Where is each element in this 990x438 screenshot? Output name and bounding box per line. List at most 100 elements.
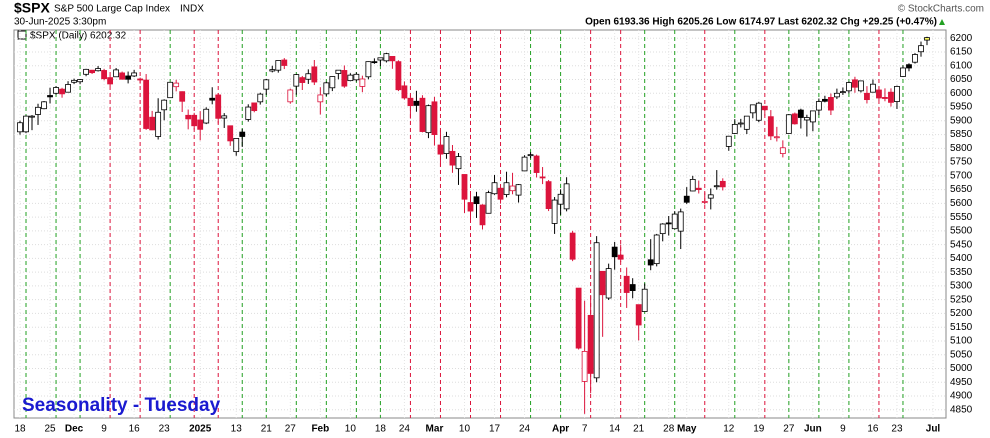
candle-body [779, 147, 786, 154]
candle-body [491, 182, 498, 195]
candle-body [581, 351, 588, 382]
candle-body [737, 122, 744, 125]
candle-body [557, 193, 564, 205]
quote: Open 6193.36 High 6205.26 Low 6174.97 La… [585, 17, 937, 28]
candle-body [665, 222, 672, 225]
x-tick-label: 27 [783, 424, 795, 435]
candle-body [383, 53, 390, 62]
y-tick-label: 6050 [950, 74, 973, 85]
candle-body [131, 72, 138, 77]
y-tick-label: 4950 [950, 377, 973, 388]
y-tick-label: 5400 [950, 253, 973, 264]
candle-body [809, 110, 816, 123]
y-tick-label: 6150 [950, 47, 973, 58]
candle-body [251, 102, 258, 112]
candle-body [263, 79, 270, 90]
candle-body [876, 89, 882, 99]
candle-body [215, 94, 222, 119]
y-tick-label: 5700 [950, 170, 973, 181]
candle-body [95, 68, 101, 72]
candle-body [149, 116, 156, 131]
copyright: © StockCharts.com [898, 4, 984, 15]
candle-body [353, 73, 360, 81]
candle-body [924, 37, 930, 41]
x-tick-label: 28 [663, 424, 675, 435]
x-tick-label: 24 [399, 424, 411, 435]
candle-body [41, 101, 47, 110]
x-tick-label: 18 [375, 424, 387, 435]
candle-body [641, 288, 648, 312]
candle-body [419, 97, 426, 132]
y-tick-label: 5150 [950, 322, 973, 333]
x-tick-label: 16 [867, 424, 879, 435]
candle-body [275, 60, 282, 71]
annotation: Seasonality - Tuesday [22, 395, 221, 416]
candle-body [701, 201, 708, 203]
candle-body [563, 183, 570, 210]
x-tick-label: 2025 [189, 424, 212, 435]
x-tick-label: May [677, 424, 697, 435]
candle-body [918, 45, 924, 53]
candle-body [623, 275, 630, 293]
candle-body [894, 86, 900, 102]
x-tick-label: 25 [44, 424, 56, 435]
x-tick-label: 19 [753, 424, 765, 435]
x-tick-label: 13 [231, 424, 243, 435]
candle-body [569, 232, 576, 260]
candle-body [840, 91, 846, 94]
candle-body [906, 64, 912, 69]
exchange: INDX [180, 4, 204, 15]
candle-body [155, 111, 162, 137]
y-tick-label: 5350 [950, 267, 973, 278]
candle-body [659, 223, 666, 235]
x-tick-label: 21 [633, 424, 645, 435]
candle-body [401, 85, 408, 99]
x-tick-label: 14 [609, 424, 621, 435]
candle-body [461, 174, 468, 200]
candle-body [359, 78, 366, 87]
candle-body [323, 82, 330, 95]
candle-body [827, 97, 834, 111]
y-tick-label: 5850 [950, 129, 973, 140]
candle-body [59, 88, 65, 95]
candle-body [671, 213, 678, 230]
candle-body [449, 150, 456, 166]
candle-body [437, 144, 444, 155]
candle-body [377, 57, 384, 61]
candle-body [575, 287, 582, 349]
candle-body [611, 246, 618, 258]
candle-body [587, 314, 594, 374]
candle-body [731, 123, 738, 134]
x-tick-label: 7 [582, 424, 588, 435]
y-tick-label: 4850 [950, 404, 973, 415]
candle-body [341, 70, 348, 87]
candle-body [101, 70, 107, 80]
candle-body [329, 76, 336, 89]
candle-body [864, 92, 870, 101]
symbol: $SPX [14, 0, 50, 16]
y-tick-label: 5000 [950, 363, 973, 374]
candle-body [179, 91, 186, 102]
candle-body [473, 196, 480, 205]
candle-body [317, 94, 324, 103]
candle-body [371, 61, 378, 64]
candle-body [125, 75, 132, 80]
y-tick-label: 5550 [950, 212, 973, 223]
candle-body [713, 185, 720, 188]
candle-body [834, 92, 840, 98]
y-tick-label: 6100 [950, 60, 973, 71]
x-tick-label: Mar [426, 424, 444, 435]
candle-body [53, 87, 59, 94]
candle-body [113, 69, 120, 78]
candle-body [143, 79, 150, 129]
y-tick-label: 5100 [950, 336, 973, 347]
candle-body [389, 56, 396, 62]
candle-body [539, 176, 546, 179]
candle-body [527, 154, 534, 157]
candle-body [455, 156, 462, 170]
candle-body [197, 119, 204, 130]
candle-body [347, 74, 354, 82]
candle-body [23, 115, 29, 133]
y-tick-label: 5450 [950, 239, 973, 250]
candle-body [515, 184, 522, 196]
